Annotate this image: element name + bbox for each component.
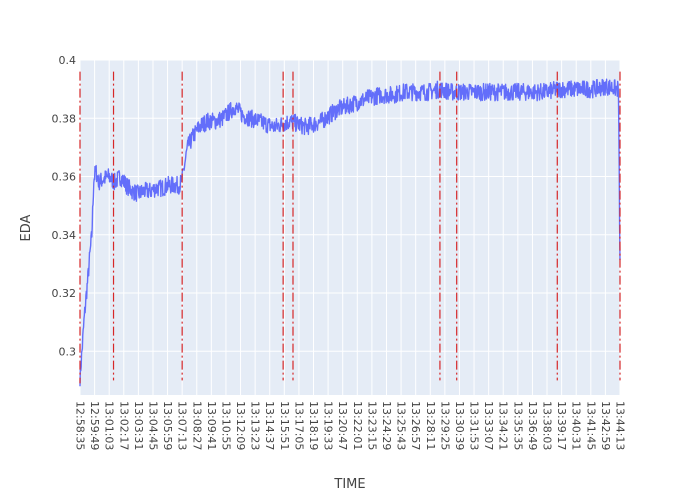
x-tick-label: 13:29:25: [438, 401, 451, 450]
x-tick-label: 13:33:07: [482, 401, 495, 450]
x-tick-label: 13:20:47: [336, 401, 349, 450]
x-tick-label: 13:44:13: [614, 401, 627, 450]
y-tick-label: 0.38: [52, 112, 77, 125]
x-tick-label: 13:13:23: [249, 401, 262, 450]
x-tick-label: 13:30:39: [453, 401, 466, 450]
y-tick-label: 0.4: [59, 54, 77, 67]
eda-line: [79, 78, 621, 387]
x-tick-label: 13:26:57: [409, 401, 422, 450]
x-tick-label: 13:36:49: [526, 401, 539, 450]
x-tick-label: 12:58:35: [74, 401, 87, 450]
x-tick-label: 13:31:53: [468, 401, 481, 450]
x-tick-label: 13:42:59: [599, 401, 612, 450]
x-tick-label: 13:19:33: [322, 401, 335, 450]
y-axis-title: EDA: [19, 214, 34, 241]
x-tick-label: 13:03:31: [132, 401, 145, 450]
x-tick-label: 13:23:15: [365, 401, 378, 450]
x-tick-label: 13:39:17: [555, 401, 568, 450]
x-tick-label: 13:34:21: [497, 401, 510, 450]
x-tick-label: 13:04:45: [146, 401, 159, 450]
x-tick-label: 13:38:03: [541, 401, 554, 450]
x-tick-label: 13:17:05: [292, 401, 305, 450]
x-tick-label: 13:01:03: [103, 401, 116, 450]
event-markers: [79, 71, 621, 384]
x-tick-label: 13:05:59: [161, 401, 174, 450]
x-tick-label: 13:22:01: [351, 401, 364, 450]
x-tick-label: 13:40:31: [570, 401, 583, 450]
plot-background: [80, 60, 620, 395]
x-tick-label: 12:59:49: [88, 401, 101, 450]
x-tick-label: 13:18:19: [307, 401, 320, 450]
y-tick-label: 0.32: [52, 287, 77, 300]
y-tick-label: 0.36: [52, 171, 77, 184]
x-tick-label: 13:35:35: [511, 401, 524, 450]
x-tick-label: 13:08:27: [190, 401, 203, 450]
y-tick-label: 0.3: [59, 345, 77, 358]
y-tick-label: 0.34: [52, 229, 77, 242]
x-tick-label: 13:02:17: [117, 401, 130, 450]
x-tick-label: 13:41:45: [584, 401, 597, 450]
series-eda: [79, 78, 621, 387]
x-tick-label: 13:15:51: [278, 401, 291, 450]
x-tick-label: 13:10:55: [219, 401, 232, 450]
x-tick-label: 13:09:41: [205, 401, 218, 450]
y-gridlines: [80, 59, 620, 352]
x-tick-label: 13:24:29: [380, 401, 393, 450]
x-axis-title: TIME: [333, 477, 365, 492]
y-tick-labels: 0.3 0.32 0.34 0.36 0.38 0.4: [52, 54, 77, 358]
x-tick-label: 13:12:09: [234, 401, 247, 450]
x-tick-label: 13:14:37: [263, 401, 276, 450]
x-tick-labels: 12:58:35 12:59:49 13:01:03 13:02:17 13:03:31…: [74, 401, 627, 450]
x-tick-label: 13:25:43: [395, 401, 408, 450]
x-tick-label: 13:28:11: [424, 401, 437, 450]
x-tick-label: 13:07:13: [176, 401, 189, 450]
